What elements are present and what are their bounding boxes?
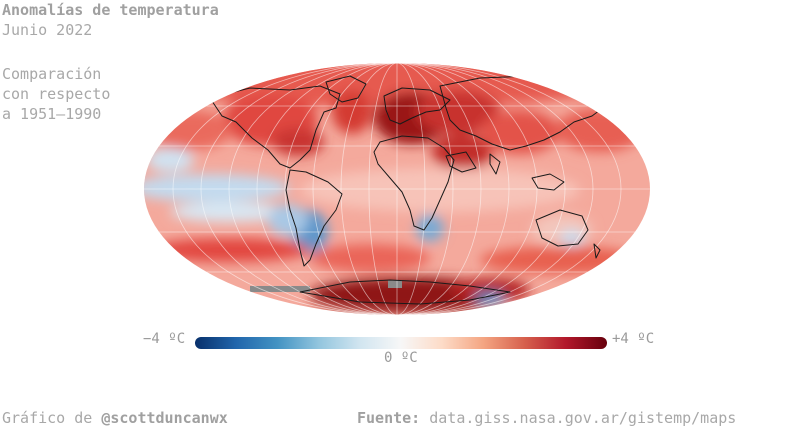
colorbar-max-label: +4 ºC <box>612 331 655 347</box>
asia-warm-anomaly <box>480 110 560 154</box>
tropics-mild-anomaly <box>300 168 580 212</box>
world-map-svg <box>144 63 650 315</box>
colorbar-mid-label: 0 ºC <box>384 350 418 366</box>
source-line: Fuente: data.giss.nasa.gov.ar/gistemp/ma… <box>357 409 736 427</box>
chart-title: Anomalías de temperatura <box>2 1 219 19</box>
source-label: Fuente: <box>357 409 421 427</box>
map-globe <box>144 63 650 315</box>
colorbar <box>195 334 607 349</box>
africa-coastline <box>373 135 455 231</box>
baseline-note-line-1: Comparación <box>2 65 102 83</box>
south-america-coastline <box>285 169 343 267</box>
graticule <box>144 63 650 315</box>
southern-pacific-warm-anomaly <box>150 238 310 262</box>
antarctica-cool-spot <box>474 292 506 304</box>
north-america-coastline <box>209 85 341 169</box>
colorbar-gradient <box>195 337 607 349</box>
credit-line: Gráfico de @scottduncanwx <box>2 409 228 427</box>
andes-cool-anomaly <box>268 204 308 236</box>
baseline-note-line-3: a 1951–1990 <box>2 105 102 123</box>
south-atlantic-warm-anomaly <box>310 244 430 272</box>
credit-handle: @scottduncanwx <box>101 409 228 427</box>
maritime-continent-coastline <box>531 173 565 191</box>
missing-data-patch <box>250 286 310 292</box>
north-pacific-warm-anomaly <box>148 110 232 150</box>
baseline-note-line-2: con respecto <box>2 85 111 103</box>
northeast-pacific-cool-anomaly <box>146 148 194 172</box>
equatorial-pacific-cool-anomaly <box>144 174 290 202</box>
chart-subtitle: Junio 2022 <box>2 21 93 39</box>
middle-east-warm-anomaly <box>432 134 492 170</box>
europe-coastline <box>383 87 451 125</box>
anomaly-map <box>140 60 654 318</box>
india-coastline <box>489 153 501 175</box>
new-zealand-coastline <box>593 243 601 259</box>
source-url: data.giss.nasa.gov.ar/gistemp/maps <box>429 409 737 427</box>
baseline-note: Comparación con respecto a 1951–1990 <box>2 64 110 124</box>
colorbar-min-label: −4 ºC <box>143 331 186 347</box>
antarctica-coastline <box>299 279 511 305</box>
east-antarctica-warm-anomaly <box>450 278 530 302</box>
colorbar-svg <box>195 337 607 349</box>
northwest-pacific-warm-anomaly <box>556 108 644 152</box>
us-warm-anomaly <box>272 128 324 156</box>
missing-data-patch <box>388 280 402 288</box>
south-pacific-cool-anomaly <box>170 202 290 222</box>
australia-coastline <box>535 209 589 247</box>
arabia-coastline <box>445 151 477 173</box>
north-atlantic-warm-anomaly <box>332 90 372 134</box>
credit-prefix: Gráfico de <box>2 409 93 427</box>
east-australia-cool-anomaly <box>560 230 584 246</box>
greenland-coastline <box>325 75 367 103</box>
